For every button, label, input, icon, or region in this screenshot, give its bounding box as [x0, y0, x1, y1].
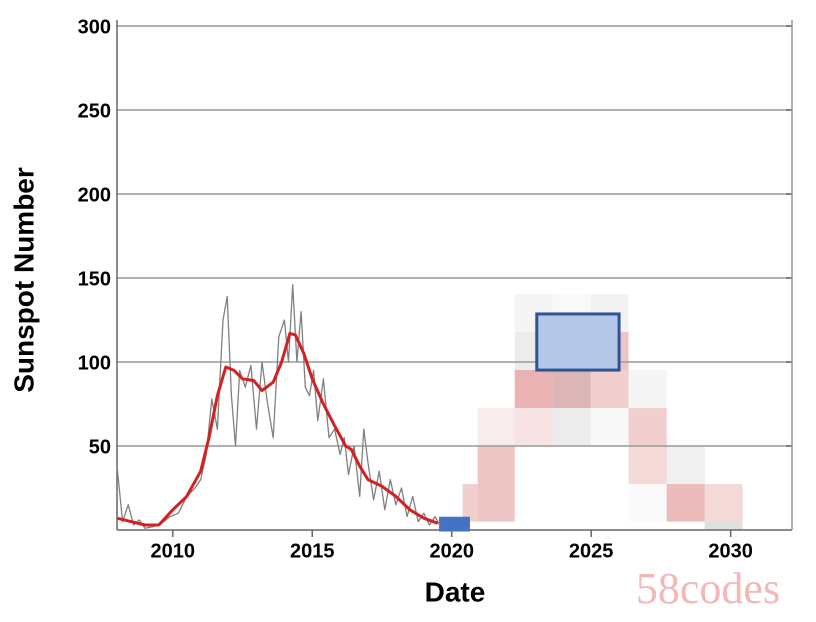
probability-cell	[477, 446, 515, 484]
y-tick-label: 200	[78, 184, 111, 206]
x-tick-label: 2010	[151, 540, 196, 562]
y-axis-label: Sunspot Number	[8, 167, 39, 393]
x-tick-label: 2025	[569, 540, 614, 562]
y-tick-label: 250	[78, 100, 111, 122]
probability-cell	[628, 446, 667, 484]
series-line	[116, 331, 439, 527]
probability-cell	[590, 370, 629, 409]
probability-cell	[628, 483, 667, 522]
y-tick-label: 150	[78, 268, 111, 290]
x-tick-label: 2030	[708, 540, 753, 562]
watermark: 58codes	[636, 564, 780, 613]
probability-cell	[704, 483, 743, 522]
probability-cell	[514, 408, 553, 446]
prediction-box	[535, 312, 621, 372]
probability-cell	[666, 446, 705, 484]
probability-cell	[477, 483, 515, 522]
probability-cell	[477, 408, 515, 446]
x-tick-label: 2020	[429, 540, 474, 562]
x-tick-label: 2015	[290, 540, 335, 562]
probability-cell	[666, 483, 705, 522]
x-axis-label: Date	[425, 576, 486, 607]
probability-cell	[704, 521, 743, 530]
probability-cell	[628, 408, 667, 446]
y-tick-label: 50	[89, 436, 111, 458]
y-tick-label: 100	[78, 352, 111, 374]
probability-cell	[552, 370, 591, 409]
prediction-box	[439, 516, 470, 532]
probability-cell	[628, 370, 667, 409]
probability-cell	[590, 408, 629, 446]
y-tick-label: 300	[78, 16, 111, 38]
probability-cell	[514, 370, 553, 409]
probability-cell	[552, 408, 591, 446]
probability-cell	[462, 483, 478, 522]
